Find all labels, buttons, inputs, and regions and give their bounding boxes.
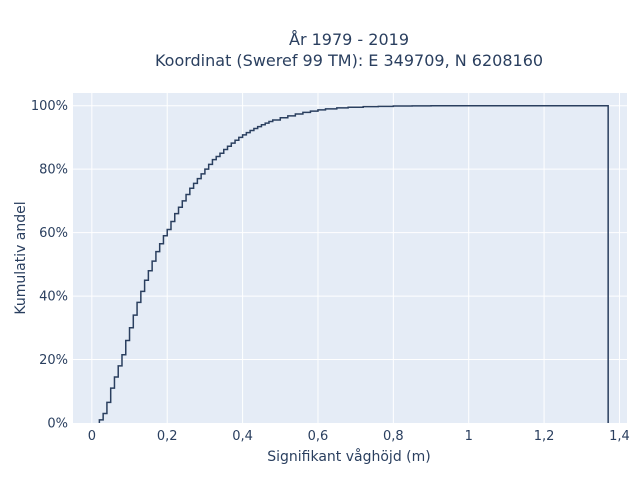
x-tick-label: 0: [88, 429, 96, 444]
y-tick-label: 100%: [31, 99, 68, 114]
y-tick-label: 20%: [39, 353, 68, 368]
x-tick-label: 0,2: [157, 429, 178, 444]
series-layer: [98, 104, 609, 423]
y-tick-label: 0%: [47, 417, 68, 432]
x-axis-label: Signifikant våghöjd (m): [267, 448, 430, 465]
x-axis-ticks: 0 0,2 0,4 0,6 0,8 1 1,2 1,4: [88, 429, 630, 444]
y-axis-ticks: 0% 20% 40% 60% 80% 100%: [31, 99, 68, 431]
x-tick-label: 0,8: [383, 429, 404, 444]
plot-area: [73, 93, 627, 423]
x-tick-label: 1: [465, 429, 473, 444]
x-tick-label: 0,4: [232, 429, 253, 444]
chart-title: År 1979 - 2019: [289, 30, 409, 49]
chart-subtitle: Koordinat (Sweref 99 TM): E 349709, N 62…: [155, 51, 543, 70]
y-axis-label: Kumulativ andel: [13, 201, 29, 314]
x-tick-label: 0,6: [308, 429, 329, 444]
y-tick-label: 60%: [39, 226, 68, 241]
x-tick-label: 1,2: [534, 429, 555, 444]
cdf-step-line: [98, 104, 609, 423]
y-tick-label: 40%: [39, 290, 68, 305]
x-tick-label: 1,4: [609, 429, 630, 444]
y-tick-label: 80%: [39, 163, 68, 178]
grid-lines: [73, 93, 627, 423]
